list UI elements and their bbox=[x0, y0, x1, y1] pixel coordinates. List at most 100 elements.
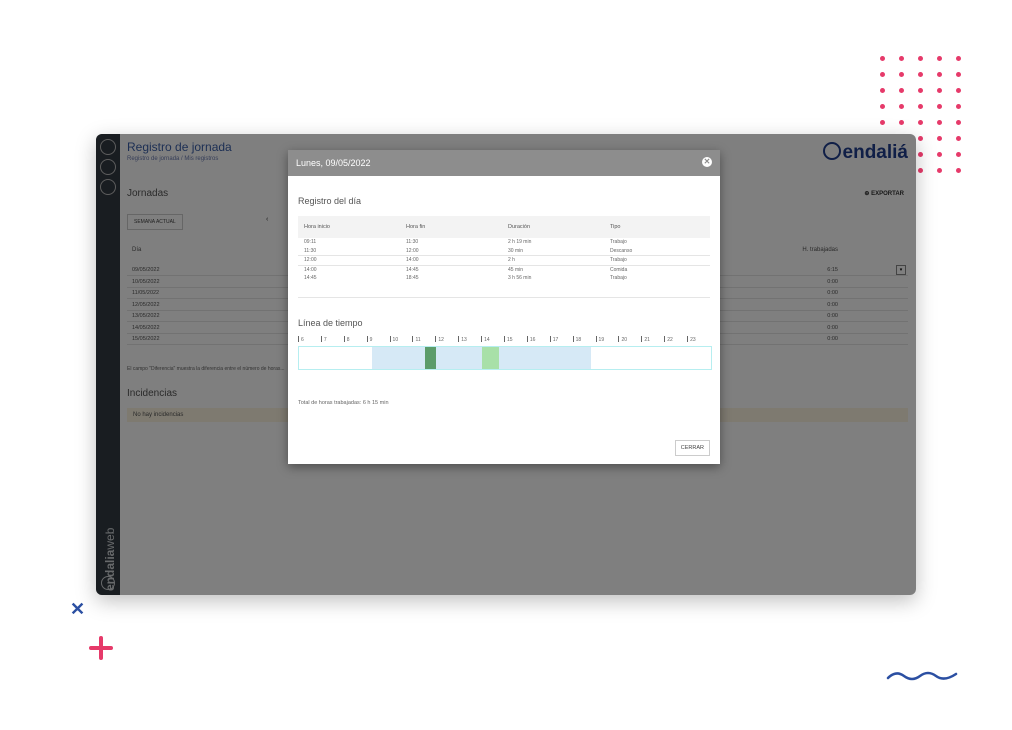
record-start: 09:11 bbox=[304, 239, 317, 245]
hour-tick: 13 bbox=[458, 336, 467, 343]
hour-tick: 7 bbox=[321, 336, 327, 343]
hour-tick: 12 bbox=[435, 336, 444, 343]
decorative-dot bbox=[918, 104, 923, 109]
col-header-duration: Duración bbox=[508, 224, 531, 230]
records-table-body: 09:11 11:30 2 h 19 min Trabajo 11:30 12:00 30 … bbox=[298, 238, 710, 283]
decorative-dot bbox=[880, 120, 885, 125]
close-button[interactable]: CERRAR bbox=[674, 440, 710, 456]
record-start: 12:00 bbox=[304, 257, 317, 263]
decorative-dot bbox=[937, 88, 942, 93]
hour-tick: 9 bbox=[367, 336, 373, 343]
decorative-dot bbox=[956, 168, 961, 173]
decorative-dot bbox=[937, 168, 942, 173]
hour-tick: 14 bbox=[481, 336, 490, 343]
timeline-hour-scale: 6 7 8 9 10 11 12 13 14 15 16 17 18 19 20 21 22 23 bbox=[298, 336, 710, 346]
timeline-segment-trabajo bbox=[499, 347, 591, 369]
decorative-dot bbox=[880, 56, 885, 61]
col-header-type: Tipo bbox=[610, 224, 621, 230]
record-end: 18:45 bbox=[406, 275, 419, 281]
decorative-dot bbox=[956, 136, 961, 141]
record-duration: 30 min bbox=[508, 247, 524, 254]
decorative-dot bbox=[937, 152, 942, 157]
decorative-wave-icon bbox=[886, 671, 958, 681]
hour-tick: 8 bbox=[344, 336, 350, 343]
record-type: Descanso bbox=[610, 247, 633, 254]
decorative-plus-icon bbox=[89, 636, 113, 660]
record-start: 14:45 bbox=[304, 275, 317, 281]
col-header-start: Hora inicio bbox=[304, 224, 330, 230]
modal-title: Lunes, 09/05/2022 bbox=[296, 158, 371, 168]
decorative-dot bbox=[918, 168, 923, 173]
close-icon[interactable]: ✕ bbox=[702, 157, 712, 167]
hour-tick: 18 bbox=[573, 336, 582, 343]
decorative-dot bbox=[956, 120, 961, 125]
record-duration: 3 h 56 min bbox=[508, 275, 532, 281]
decorative-dot bbox=[918, 120, 923, 125]
hour-tick: 23 bbox=[687, 336, 696, 343]
timeline-title: Línea de tiempo bbox=[298, 318, 363, 328]
decorative-dot bbox=[937, 72, 942, 77]
decorative-dot bbox=[899, 72, 904, 77]
timeline-segment-comida bbox=[482, 347, 500, 369]
hour-tick: 6 bbox=[298, 336, 304, 343]
decorative-dot bbox=[918, 136, 923, 141]
day-record-title: Registro del día bbox=[298, 196, 362, 206]
timeline-segment-trabajo bbox=[436, 347, 483, 369]
hour-tick: 21 bbox=[641, 336, 650, 343]
record-row: 14:00 14:45 45 min Comida bbox=[298, 264, 710, 275]
decorative-dot bbox=[918, 72, 923, 77]
record-duration: 45 min bbox=[508, 266, 524, 273]
record-duration: 2 h 19 min bbox=[508, 239, 532, 245]
decorative-dot bbox=[918, 56, 923, 61]
record-start: 14:00 bbox=[304, 266, 317, 273]
decorative-dot bbox=[899, 120, 904, 125]
hour-tick: 19 bbox=[596, 336, 605, 343]
decorative-dot bbox=[937, 56, 942, 61]
decorative-dot bbox=[899, 104, 904, 109]
day-detail-modal: Lunes, 09/05/2022 ✕ Registro del día Hor… bbox=[288, 150, 720, 464]
decorative-dot bbox=[956, 104, 961, 109]
timeline-segment-trabajo bbox=[372, 347, 425, 369]
hour-tick: 16 bbox=[527, 336, 536, 343]
record-end: 14:00 bbox=[406, 257, 419, 263]
decorative-dot bbox=[937, 120, 942, 125]
record-end: 12:00 bbox=[406, 247, 419, 254]
record-end: 11:30 bbox=[406, 239, 419, 245]
decorative-dot bbox=[937, 136, 942, 141]
record-type: Trabajo bbox=[610, 275, 627, 281]
record-type: Trabajo bbox=[610, 257, 627, 263]
decorative-dot bbox=[937, 104, 942, 109]
total-hours: Total de horas trabajadas: 6 h 15 min bbox=[298, 400, 389, 406]
modal-header: Lunes, 09/05/2022 ✕ bbox=[288, 150, 720, 176]
decorative-dot bbox=[956, 88, 961, 93]
decorative-dot bbox=[918, 152, 923, 157]
hour-tick: 10 bbox=[390, 336, 399, 343]
decorative-x-icon: ✕ bbox=[70, 599, 86, 619]
decorative-dot bbox=[956, 72, 961, 77]
hour-tick: 17 bbox=[550, 336, 559, 343]
record-start: 11:30 bbox=[304, 247, 317, 254]
decorative-dot bbox=[880, 104, 885, 109]
table-divider bbox=[298, 297, 710, 298]
record-duration: 2 h bbox=[508, 257, 515, 263]
record-row: 14:45 18:45 3 h 56 min Trabajo bbox=[298, 274, 710, 283]
timeline-bar bbox=[298, 346, 712, 370]
record-row: 12:00 14:00 2 h Trabajo bbox=[298, 255, 710, 265]
record-end: 14:45 bbox=[406, 266, 419, 273]
decorative-dot bbox=[956, 152, 961, 157]
timeline-segment-descanso bbox=[424, 347, 437, 369]
hour-tick: 11 bbox=[412, 336, 420, 343]
decorative-dot bbox=[918, 88, 923, 93]
record-row: 11:30 12:00 30 min Descanso bbox=[298, 247, 710, 256]
decorative-dot bbox=[956, 56, 961, 61]
records-table-header: Hora inicio Hora fin Duración Tipo bbox=[298, 216, 710, 238]
col-header-end: Hora fin bbox=[406, 224, 426, 230]
decorative-dot bbox=[880, 72, 885, 77]
record-type: Trabajo bbox=[610, 239, 627, 245]
decorative-dot bbox=[880, 88, 885, 93]
hour-tick: 15 bbox=[504, 336, 513, 343]
hour-tick: 20 bbox=[618, 336, 627, 343]
hour-tick: 22 bbox=[664, 336, 673, 343]
decorative-dot bbox=[899, 88, 904, 93]
decorative-dot bbox=[899, 56, 904, 61]
